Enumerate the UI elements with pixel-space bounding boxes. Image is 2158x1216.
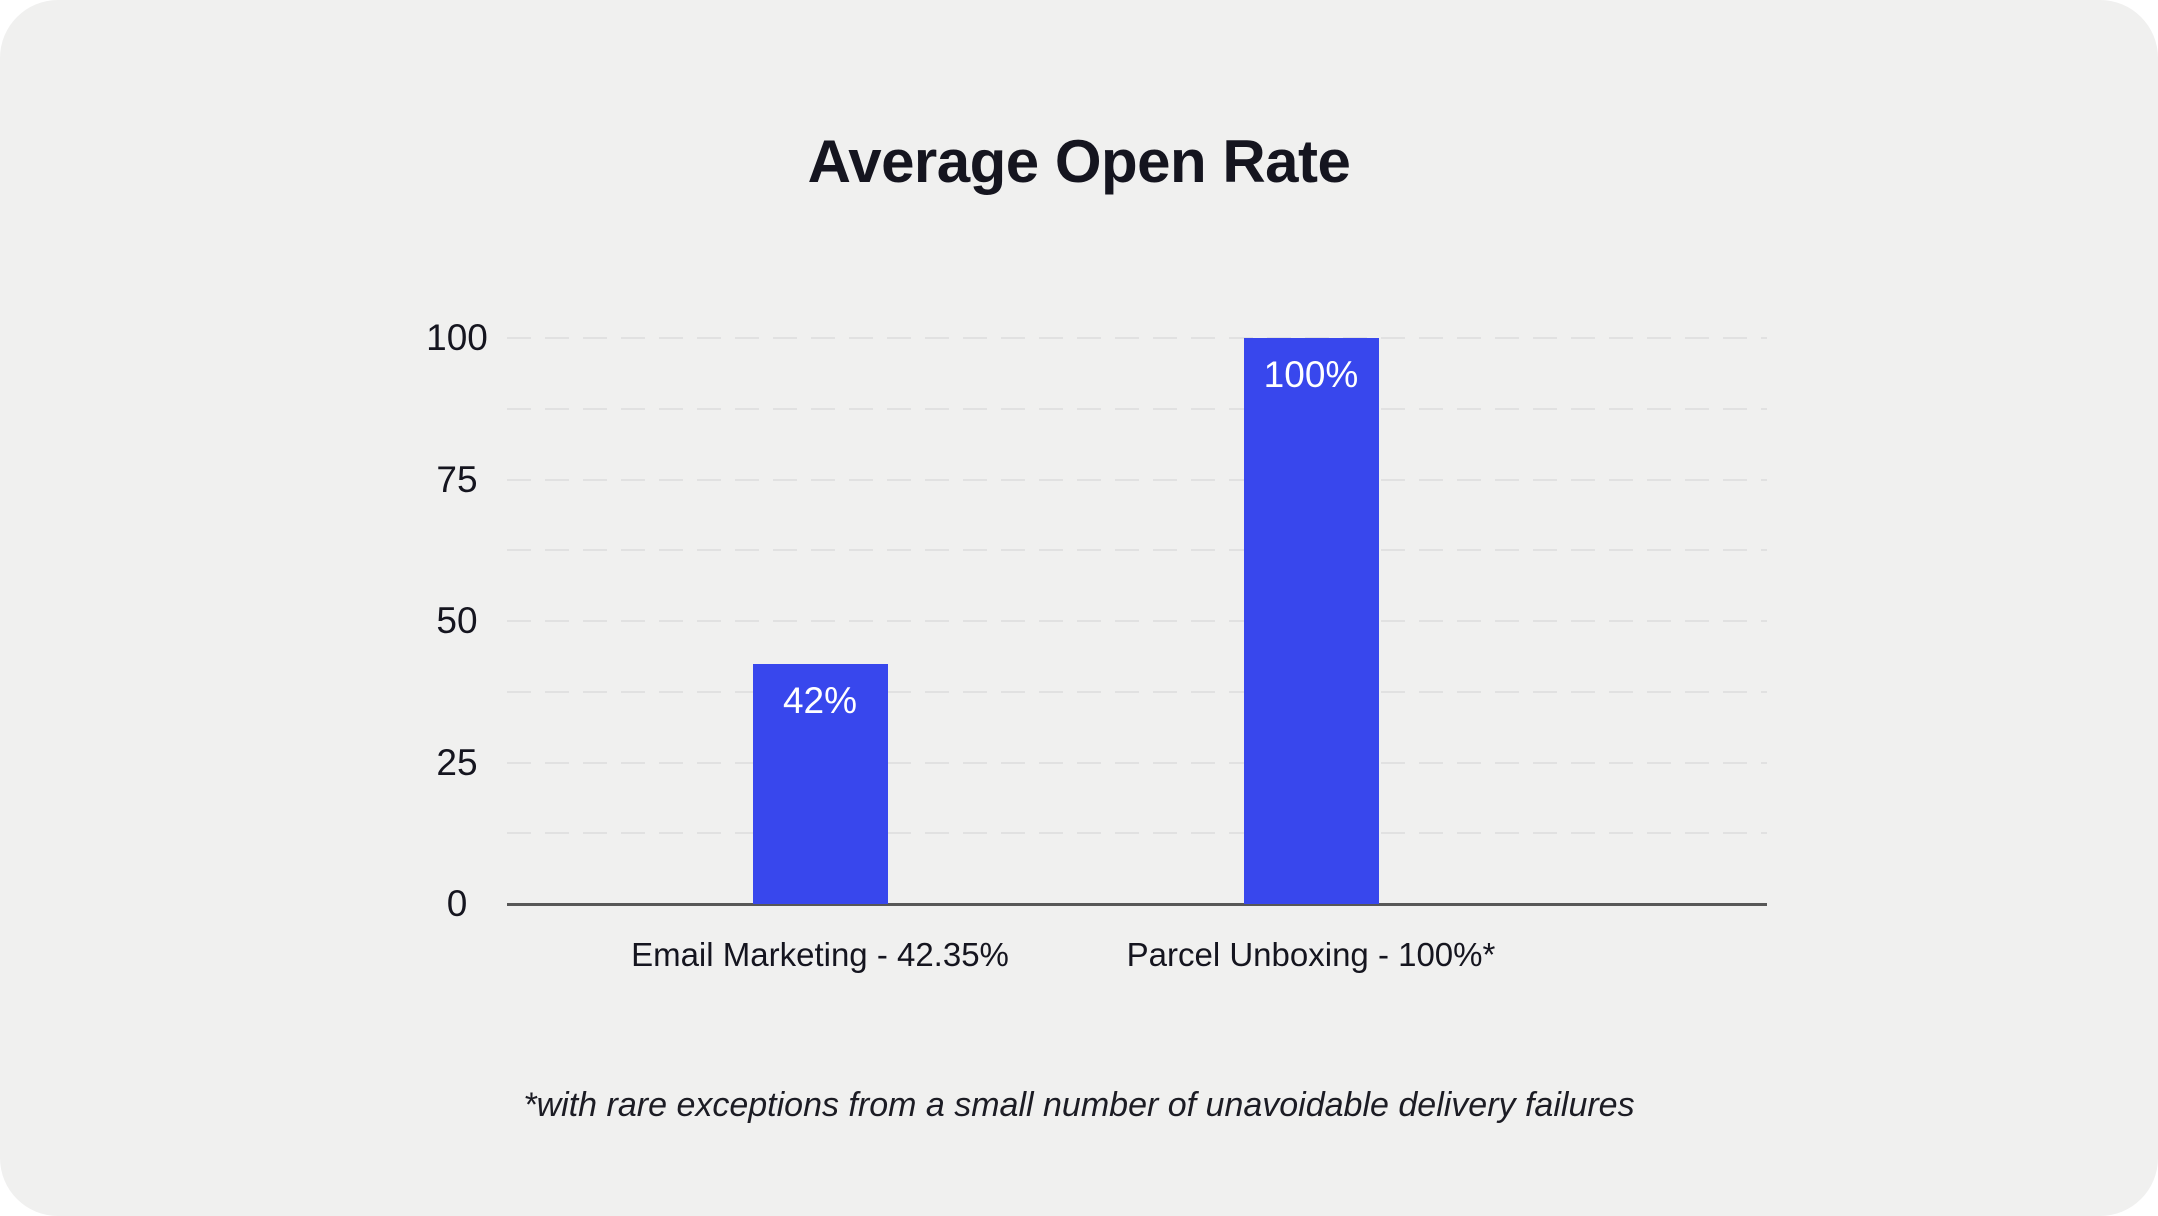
- bar-value-label: 42%: [782, 680, 858, 722]
- x-axis-category-label: Parcel Unboxing - 100%*: [1126, 936, 1496, 973]
- gridline: [507, 761, 1767, 764]
- gridline: [507, 832, 1767, 835]
- y-axis-tick-label: 0: [446, 883, 468, 924]
- gridline: [507, 337, 1767, 339]
- x-axis-line: [507, 903, 1767, 906]
- gridline: [507, 407, 1767, 410]
- y-axis-tick-label: 100: [426, 317, 488, 358]
- chart-title: Average Open Rate: [807, 128, 1351, 195]
- y-axis-tick-label: 50: [436, 600, 478, 641]
- bar: 42%: [752, 664, 888, 904]
- gridline: [507, 690, 1767, 693]
- gridline: [507, 620, 1767, 622]
- gridline: [507, 478, 1767, 481]
- bar: 100%: [1243, 338, 1379, 904]
- footnote: *with rare exceptions from a small numbe…: [523, 1086, 1635, 1124]
- x-axis-category-label: Email Marketing - 42.35%: [631, 936, 1009, 973]
- gridline: [507, 549, 1767, 552]
- bar-value-label: 100%: [1263, 354, 1359, 395]
- y-axis-tick-label: 25: [436, 741, 478, 783]
- y-axis-tick-label: 75: [436, 458, 478, 500]
